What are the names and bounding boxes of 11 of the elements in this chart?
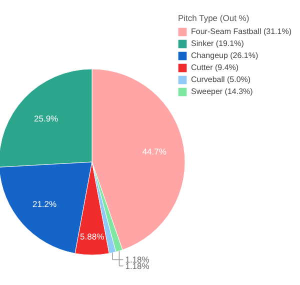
legend-label: Sweeper (14.3%) — [191, 87, 254, 96]
data-label: 21.2% — [32, 198, 58, 209]
legend-label: Four-Seam Fastball (31.1%) — [191, 27, 292, 36]
data-label: 25.9% — [34, 114, 59, 124]
legend-label: Curveball (5.0%) — [191, 75, 251, 84]
data-label: 44.7% — [142, 146, 167, 156]
legend-label: Sinker (19.1%) — [191, 39, 244, 48]
legend-title: Pitch Type (Out %) — [178, 13, 250, 23]
data-label: 5.88% — [80, 231, 105, 242]
legend-label: Cutter (9.4%) — [191, 63, 239, 72]
legend-label: Changeup (26.1%) — [191, 51, 258, 60]
